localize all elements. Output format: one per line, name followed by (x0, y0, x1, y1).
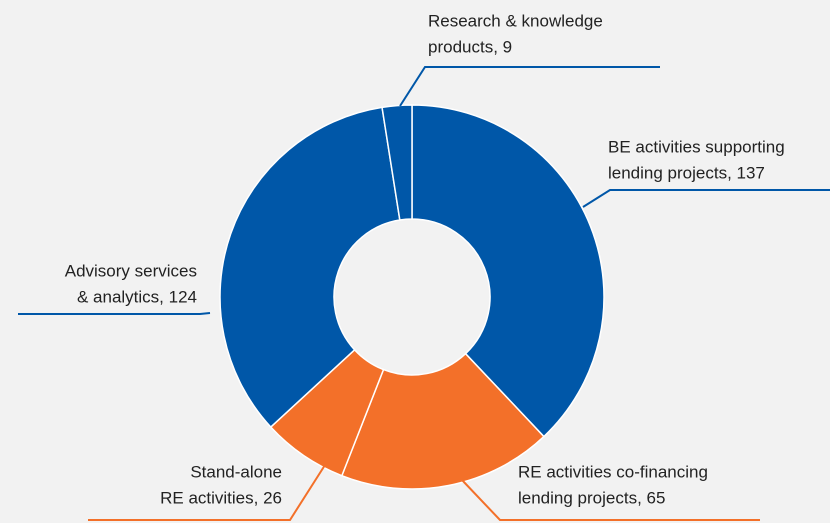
donut-slice (381, 104, 413, 221)
leader-line (461, 479, 760, 521)
donut-slice (411, 104, 605, 438)
slice-label: Advisory services (65, 261, 197, 280)
slice-label: RE activities, 26 (160, 488, 282, 507)
slice-label: Research & knowledge (428, 11, 603, 30)
leader-line (88, 464, 326, 521)
leader-line (399, 66, 660, 107)
slice-label: Stand-alone (190, 462, 282, 481)
donut-slice (219, 106, 401, 429)
leader-line (582, 189, 830, 208)
slice-label: RE activities co-financing (518, 462, 708, 481)
slice-label: products, 9 (428, 37, 512, 56)
slice-label: lending projects, 137 (608, 163, 765, 182)
slice-label: & analytics, 124 (77, 287, 197, 306)
slice-label: lending projects, 65 (518, 488, 665, 507)
donut-slice (340, 352, 545, 490)
slice-label: BE activities supporting (608, 137, 785, 156)
leader-line (18, 312, 211, 315)
